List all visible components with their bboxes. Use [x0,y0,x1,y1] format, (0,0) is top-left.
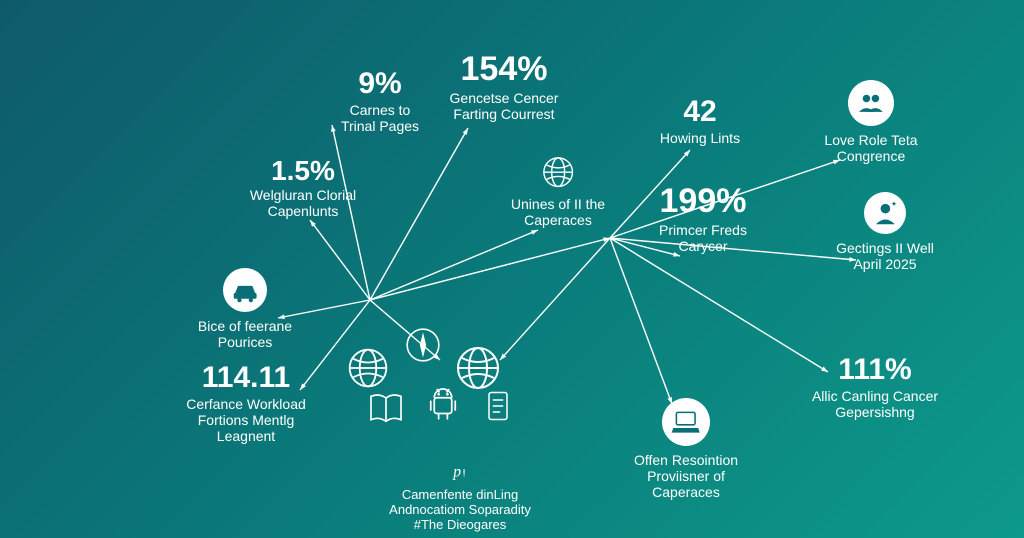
stat-label: Camenfente dinLingAndnocatiom Soparadity… [340,488,580,533]
stat-label: Allic Canling CancerGepersishng [770,388,980,420]
node-gectings: ✦ Gectings II WellApril 2025 [800,192,970,272]
node-primcer: 199%Primcer FredsCarycer [618,184,788,254]
stat-label: Gectings II WellApril 2025 [800,240,970,272]
stat-label: Gencetse CencerFarting Courrest [404,90,604,122]
globe-icon [536,150,580,194]
stat-label: Welgluran ClorialCapenlunts [218,187,388,219]
node-bice: Bice of feeranePourices [160,268,330,350]
stat-label: Bice of feeranePourices [160,318,330,350]
stat-label: Unines of II theCaperaces [478,196,638,228]
stat-value: 42 [630,96,770,128]
stat-value: 199% [618,184,788,220]
person-icon: ✦ [864,192,906,234]
stat-label: Love Role TetaCongrence [786,132,956,164]
stat-value: 154% [404,52,604,88]
node-unines: Unines of II theCaperaces [478,150,638,228]
doc-icon [480,388,516,429]
node-howing: 42 Howing Lints [630,96,770,146]
node-loverole: Love Role TetaCongrence [786,80,956,164]
stat-label: Primcer FredsCarycer [618,222,788,254]
laptop-icon [662,398,710,446]
stat-label: Offen ResointionProviisner ofCaperaces [596,452,776,500]
node-welgluran: 1.5%Welgluran ClorialCapenlunts [218,156,388,220]
infographic-canvas: 9%Carnes toTrinal Pages154%Gencetse Cenc… [0,0,1024,538]
people-icon [848,80,894,126]
android-icon [422,382,464,429]
stat-value: 114.11 [146,362,346,394]
node-often: Offen ResointionProviisner ofCaperaces [596,398,776,500]
stat-value: 1.5% [218,156,388,185]
stat-value: 111% [770,354,980,386]
node-camenfente: p ⵑCamenfente dinLingAndnocatiom Soparad… [340,454,580,533]
book-icon [366,388,406,433]
pinterest-icon: p ⵑ [444,454,476,486]
node-allic: 111%Allic Canling CancerGepersishng [770,354,980,420]
svg-text:✦: ✦ [890,199,897,208]
stat-label: Howing Lints [630,130,770,146]
node-cerfance: 114.11Cerfance WorkloadFortions MentlgLe… [146,362,346,444]
svg-text:ⵑ: ⵑ [462,468,465,479]
compass-icon [404,326,442,369]
node-gencetse: 154%Gencetse CencerFarting Courrest [404,52,604,122]
svg-text:p: p [452,463,461,480]
car-icon [223,268,267,312]
stat-label: Cerfance WorkloadFortions MentlgLeagnent [146,396,346,444]
